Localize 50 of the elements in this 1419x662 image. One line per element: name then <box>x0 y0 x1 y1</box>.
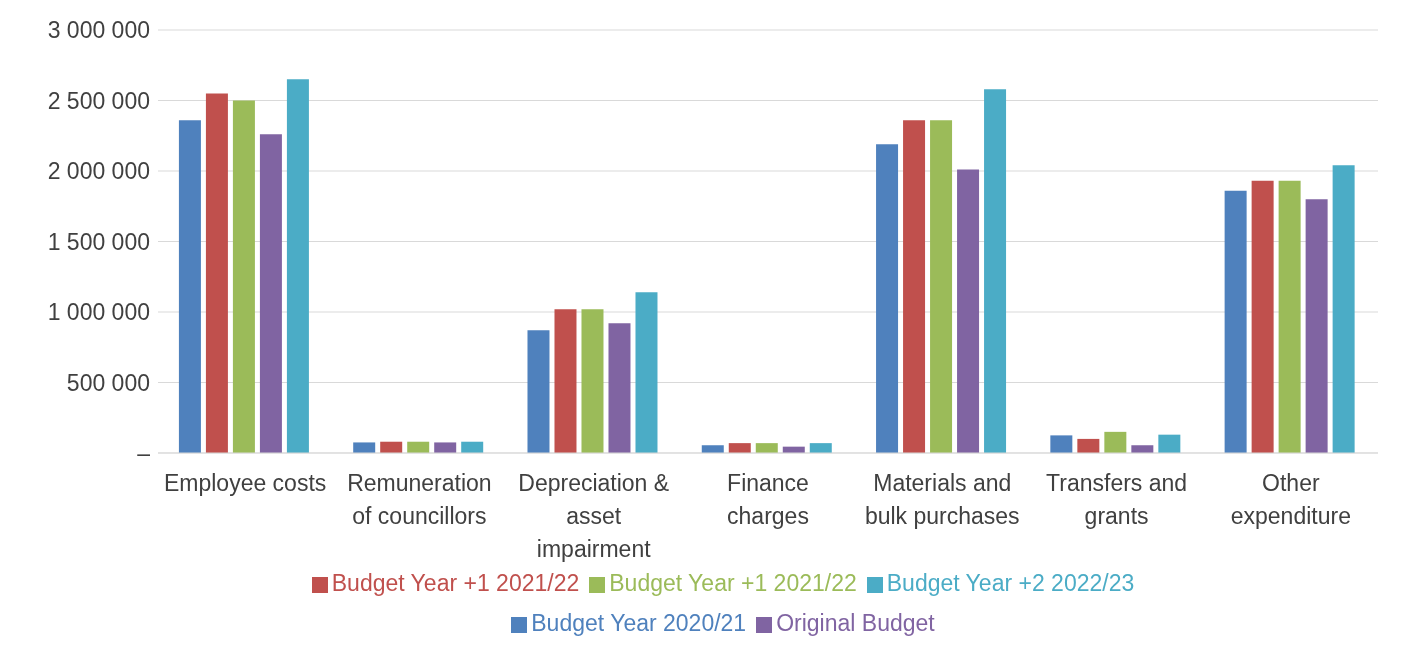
bar <box>903 120 926 453</box>
bar <box>554 309 577 453</box>
bar <box>286 79 309 453</box>
bar <box>701 445 724 453</box>
x-tick-label: Remuneration of councillors <box>347 470 492 529</box>
legend-label: Original Budget <box>776 610 935 636</box>
y-tick-label: 3 000 000 <box>47 17 150 44</box>
bar <box>755 443 778 453</box>
y-tick-label: 2 000 000 <box>47 158 150 185</box>
bar <box>809 443 832 453</box>
bar <box>1251 180 1274 453</box>
bar <box>1278 180 1301 453</box>
bar <box>1104 431 1127 453</box>
bar <box>1332 165 1355 453</box>
bar <box>259 134 282 453</box>
bar <box>1077 438 1100 453</box>
x-tick-label: Materials and bulk purchases <box>864 470 1020 529</box>
x-tick-label: Transfers and grants <box>1046 470 1188 529</box>
x-tick-label: Employee costs <box>163 470 327 496</box>
bar <box>353 442 376 453</box>
bar <box>1050 435 1073 453</box>
y-tick-label: 1 500 000 <box>47 228 150 255</box>
bar <box>232 100 255 453</box>
bar <box>876 144 899 453</box>
x-tick-label: Depreciation & asset impairment <box>518 470 670 562</box>
bar <box>581 309 604 453</box>
legend-label: Budget Year +1 2021/22 <box>609 570 857 596</box>
bar <box>1305 199 1328 453</box>
bar <box>1131 445 1154 453</box>
bar <box>205 93 228 453</box>
legend-label: Budget Year +2 2022/23 <box>886 570 1135 596</box>
x-tick-label: Other expenditure <box>1230 470 1351 529</box>
y-tick-label: 2 500 000 <box>47 87 150 114</box>
bar <box>635 292 658 453</box>
bar <box>728 443 751 453</box>
bar <box>957 169 980 453</box>
legend-label: Budget Year 2020/21 <box>531 610 747 636</box>
bar <box>930 120 953 453</box>
x-tick-label: Finance charges <box>727 470 809 529</box>
bar <box>527 330 550 453</box>
y-tick-label: 1 000 000 <box>47 299 150 326</box>
bar <box>608 323 631 453</box>
y-tick-label: – <box>137 440 151 467</box>
bar <box>178 120 201 453</box>
bar <box>984 89 1007 453</box>
legend-label: Budget Year +1 2021/22 <box>331 570 580 596</box>
bar <box>1224 190 1247 453</box>
y-tick-label: 500 000 <box>66 369 150 396</box>
bar <box>1158 434 1181 453</box>
bar <box>434 442 457 453</box>
